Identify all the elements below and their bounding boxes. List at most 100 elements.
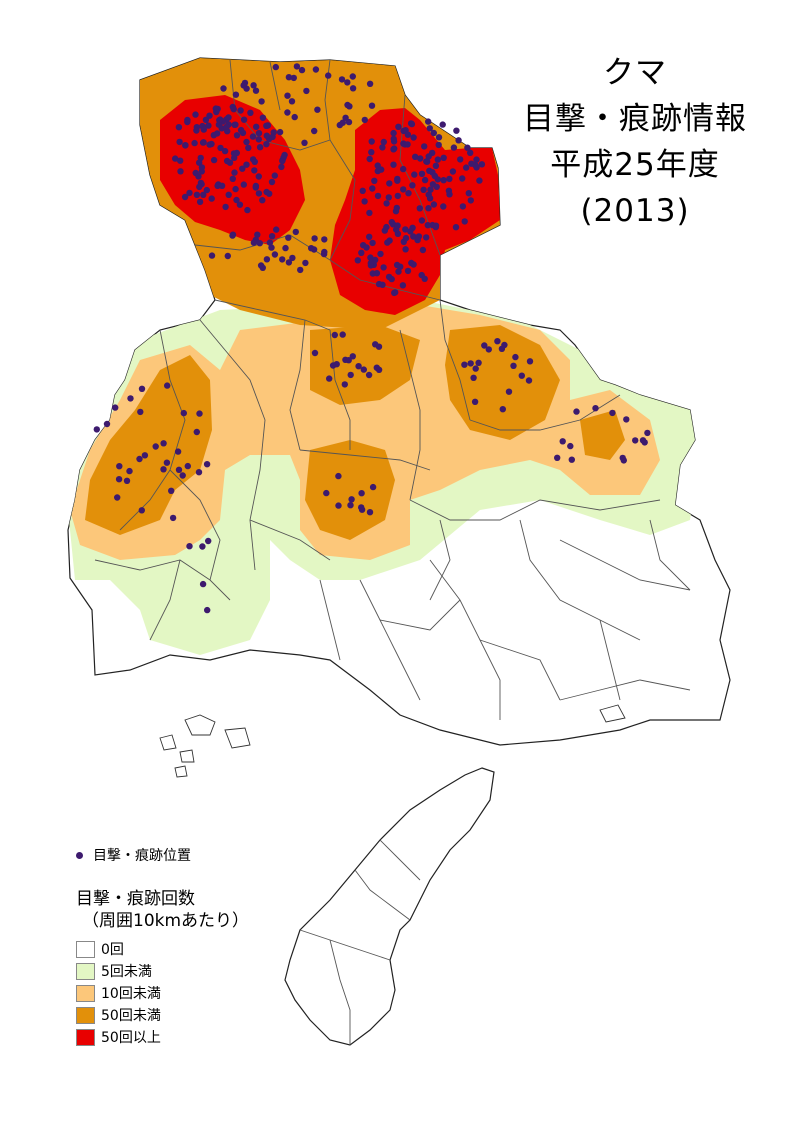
sighting-point bbox=[321, 248, 328, 256]
sighting-point bbox=[250, 82, 257, 89]
sighting-point bbox=[391, 289, 398, 297]
sighting-point bbox=[259, 114, 267, 121]
sighting-point bbox=[420, 186, 427, 193]
sighting-point bbox=[301, 139, 308, 146]
sighting-point bbox=[249, 133, 257, 140]
sighting-point bbox=[400, 127, 407, 135]
sighting-point bbox=[393, 204, 400, 212]
sighting-point bbox=[361, 198, 368, 205]
sighting-point bbox=[325, 72, 332, 79]
sighting-point bbox=[554, 454, 561, 461]
legend-points: 目撃・痕跡位置 bbox=[76, 845, 191, 865]
sighting-point bbox=[421, 176, 429, 184]
legend-item: 0回 bbox=[76, 938, 249, 960]
sighting-point bbox=[423, 158, 431, 165]
sighting-point bbox=[271, 251, 279, 258]
sighting-point bbox=[196, 183, 203, 191]
sighting-point bbox=[196, 198, 204, 206]
sighting-point bbox=[127, 395, 134, 402]
sighting-point bbox=[348, 496, 355, 503]
sighting-point bbox=[644, 429, 651, 437]
sighting-point bbox=[349, 353, 356, 360]
sighting-point bbox=[430, 201, 438, 208]
sighting-point bbox=[181, 193, 189, 201]
sighting-point bbox=[321, 236, 328, 243]
sighting-point bbox=[236, 201, 244, 208]
sighting-point bbox=[298, 66, 306, 74]
sighting-point bbox=[276, 128, 284, 136]
sighting-point bbox=[402, 226, 409, 233]
sighting-point bbox=[467, 197, 474, 204]
sighting-point bbox=[279, 256, 286, 263]
sighting-point bbox=[199, 543, 206, 550]
sighting-point bbox=[224, 252, 231, 260]
sighting-point bbox=[374, 192, 382, 200]
sighting-point bbox=[273, 226, 280, 233]
sighting-point bbox=[421, 275, 428, 282]
sighting-point bbox=[431, 172, 438, 180]
sighting-point bbox=[620, 457, 627, 464]
sighting-point bbox=[425, 118, 432, 125]
sighting-point bbox=[461, 361, 468, 368]
sighting-point bbox=[354, 257, 361, 264]
sighting-point bbox=[425, 153, 432, 160]
sighting-point bbox=[333, 361, 340, 368]
sighting-point bbox=[263, 256, 271, 263]
sighting-point bbox=[193, 428, 200, 436]
legend-item: 5回未満 bbox=[76, 960, 249, 982]
sighting-point bbox=[177, 157, 184, 164]
legend-item: 50回未満 bbox=[76, 1004, 249, 1026]
sighting-point bbox=[366, 509, 374, 516]
sighting-point bbox=[195, 469, 203, 476]
sighting-point bbox=[93, 426, 101, 433]
sighting-point bbox=[467, 149, 474, 156]
sighting-point bbox=[373, 364, 380, 371]
sighting-point bbox=[263, 132, 270, 139]
sighting-point bbox=[198, 164, 206, 171]
sighting-point bbox=[174, 448, 182, 455]
sighting-point bbox=[221, 147, 229, 155]
sighting-point bbox=[184, 462, 191, 470]
sighting-point bbox=[175, 466, 183, 473]
sighting-point bbox=[639, 437, 647, 444]
sighting-point bbox=[250, 239, 258, 246]
legend-item-label: 10回未満 bbox=[101, 986, 161, 1002]
sighting-point bbox=[421, 143, 428, 150]
sighting-point bbox=[254, 231, 261, 238]
sighting-point bbox=[512, 353, 519, 361]
sighting-point bbox=[310, 246, 318, 253]
sighting-point bbox=[402, 234, 410, 242]
sighting-point bbox=[472, 365, 479, 372]
sighting-point bbox=[425, 205, 432, 212]
sighting-point bbox=[210, 156, 218, 164]
sighting-point bbox=[568, 456, 575, 463]
sighting-point bbox=[366, 80, 374, 88]
title-line-3: 平成25年度 bbox=[550, 147, 720, 183]
sighting-point bbox=[223, 123, 230, 131]
sighting-point bbox=[168, 487, 175, 494]
sighting-point bbox=[347, 371, 354, 379]
sighting-point bbox=[314, 106, 321, 113]
sighting-point bbox=[358, 249, 365, 256]
sighting-point bbox=[407, 120, 415, 127]
sighting-point bbox=[172, 155, 179, 162]
sighting-point bbox=[459, 175, 466, 182]
sighting-point bbox=[390, 135, 397, 143]
sighting-point bbox=[302, 259, 309, 267]
sighting-point bbox=[259, 197, 266, 204]
sighting-point bbox=[137, 408, 144, 416]
sighting-point bbox=[214, 182, 221, 189]
legend-swatch bbox=[76, 984, 95, 1002]
sighting-point bbox=[499, 406, 506, 413]
sighting-point bbox=[390, 161, 397, 168]
sighting-point bbox=[623, 416, 630, 423]
sighting-point bbox=[494, 338, 501, 345]
sighting-point bbox=[285, 259, 293, 266]
sighting-point bbox=[232, 121, 239, 128]
sighting-point bbox=[163, 459, 171, 466]
sighting-point bbox=[253, 123, 260, 130]
sighting-point bbox=[505, 388, 513, 395]
sighting-point bbox=[232, 185, 239, 193]
sighting-point bbox=[237, 126, 245, 134]
sighting-point bbox=[426, 167, 433, 174]
